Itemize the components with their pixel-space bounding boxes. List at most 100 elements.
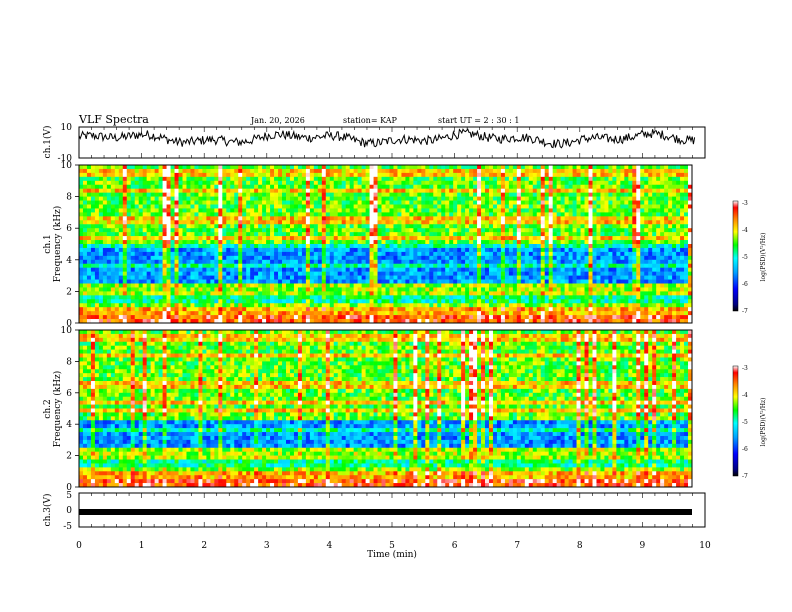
spectrogram-cell xyxy=(321,172,327,178)
spectrogram-cell xyxy=(234,165,239,170)
spectrogram-cell xyxy=(488,240,494,245)
spectrogram-cell xyxy=(572,196,577,201)
spectrogram-cell xyxy=(230,180,235,186)
spectrogram-cell xyxy=(648,263,653,268)
spectrogram-cell xyxy=(190,283,195,288)
spectrogram-cell xyxy=(190,204,195,209)
spectrogram-cell xyxy=(289,172,295,178)
spectrogram-cell xyxy=(636,251,641,257)
spectrogram-cell xyxy=(138,172,143,178)
spectrogram-cell xyxy=(624,271,629,276)
spectrogram-cell xyxy=(477,279,482,284)
spectrogram-cell xyxy=(102,184,108,189)
spectrogram-cell xyxy=(616,232,621,237)
spectrogram-cell xyxy=(413,236,418,241)
spectrogram-cell xyxy=(333,232,339,237)
spectrogram-cell xyxy=(134,176,140,182)
spectrogram-cell xyxy=(485,255,490,261)
spectrogram-cell xyxy=(361,196,366,201)
spectrogram-cell xyxy=(226,279,231,284)
spectrogram-cell xyxy=(461,232,466,237)
spectrogram-cell xyxy=(114,232,120,237)
spectrogram-cell xyxy=(488,184,494,189)
spectrogram-cell xyxy=(218,188,223,193)
spectrogram-cell xyxy=(102,188,108,193)
spectrogram-cell xyxy=(325,259,331,265)
spectrogram-cell xyxy=(202,287,207,292)
spectrogram-cell xyxy=(190,247,195,253)
spectrogram-cell xyxy=(600,228,605,233)
spectrogram-cell xyxy=(349,204,354,209)
spectrogram-cell xyxy=(325,232,331,237)
spectrogram-cell xyxy=(182,287,187,292)
spectrogram-cell xyxy=(664,271,669,276)
spectrogram-cell xyxy=(357,240,362,245)
spectrogram-cell xyxy=(604,279,609,284)
spectrogram-cell xyxy=(417,220,422,225)
spectrogram-cell xyxy=(397,251,402,257)
spectrogram-cell xyxy=(624,216,629,221)
spectrogram-cell xyxy=(369,287,374,292)
spectrogram-cell xyxy=(226,212,231,217)
spectrogram-cell xyxy=(389,184,394,189)
spectrogram-cell xyxy=(122,283,128,288)
spectrogram-cell xyxy=(572,180,577,186)
spectrogram-cell xyxy=(210,236,215,241)
spectrogram-cell xyxy=(520,279,526,284)
spectrogram-cell xyxy=(668,176,673,182)
spectrogram-cell xyxy=(417,283,422,288)
spectrogram-cell xyxy=(473,267,478,272)
spectrogram-cell xyxy=(353,228,358,233)
spectrogram-cell xyxy=(465,228,470,233)
spectrogram-cell xyxy=(333,255,339,261)
spectrogram-cell xyxy=(469,267,474,272)
spectrogram-cell xyxy=(520,275,526,280)
spectrogram-cell xyxy=(532,168,538,174)
spectrogram-cell xyxy=(429,176,434,182)
spectrogram-cell xyxy=(584,172,589,178)
spectrogram-cell xyxy=(485,196,490,201)
spectrogram-cell xyxy=(520,263,526,268)
spectrogram-cell xyxy=(321,220,327,225)
spectrogram-cell xyxy=(656,176,661,182)
spectrogram-cell xyxy=(524,279,530,284)
spectrogram-cell xyxy=(270,204,275,209)
spectrogram-cell xyxy=(389,216,394,221)
spectrogram-cell xyxy=(190,275,195,280)
spectrogram-cell xyxy=(325,287,331,292)
spectrogram-cell xyxy=(556,200,561,205)
spectrogram-cell xyxy=(644,200,649,205)
spectrogram-cell xyxy=(206,204,211,209)
spectrogram-cell xyxy=(110,172,116,178)
spectrogram-cell xyxy=(118,188,124,193)
spectrogram-cell xyxy=(222,279,227,284)
spectrogram-cell xyxy=(397,196,402,201)
spectrogram-cell xyxy=(481,220,486,225)
spectrogram-cell xyxy=(353,184,358,189)
spectrogram-cell xyxy=(194,168,199,174)
spectrogram-cell xyxy=(289,283,295,288)
spectrogram-cell xyxy=(441,188,446,193)
spectrogram-cell xyxy=(373,176,378,182)
spectrogram-cell xyxy=(524,232,530,237)
spectrogram-cell xyxy=(373,232,378,237)
spectrogram-cell xyxy=(556,267,561,272)
spectrogram-cell xyxy=(90,220,96,225)
spectrogram-cell xyxy=(102,287,108,292)
spectrogram-cell xyxy=(672,220,677,225)
spectrogram-cell xyxy=(250,192,255,197)
spectrogram-cell xyxy=(82,232,88,237)
spectrogram-cell xyxy=(405,232,410,237)
spectrogram-cell xyxy=(680,172,685,178)
spectrogram-cell xyxy=(246,165,251,170)
spectrogram-cell xyxy=(584,180,589,186)
spectrogram-cell xyxy=(305,267,311,272)
spectrogram-cell xyxy=(556,236,561,241)
spectrogram-cell xyxy=(664,240,669,245)
spectrogram-cell xyxy=(130,283,136,288)
spectrogram-cell xyxy=(106,283,112,288)
spectrogram-cell xyxy=(624,165,629,170)
spectrogram-cell xyxy=(385,255,390,261)
spectrogram-cell xyxy=(624,228,629,233)
spectrogram-cell xyxy=(572,244,577,249)
